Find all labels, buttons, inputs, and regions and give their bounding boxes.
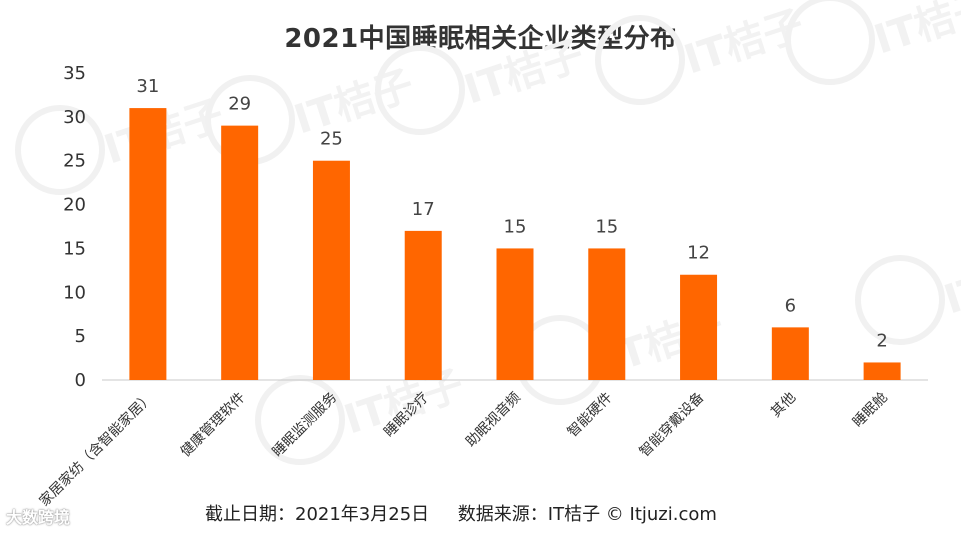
watermark-circle xyxy=(255,375,345,465)
x-tick-label: 其他 xyxy=(768,390,799,421)
data-label: 2 xyxy=(876,330,887,351)
watermark-circle xyxy=(595,15,685,105)
y-tick-label: 20 xyxy=(63,195,86,216)
y-tick-label: 10 xyxy=(63,282,86,303)
data-labels: 31 29 25 17 15 15 12 6 2 xyxy=(136,76,887,351)
watermark-circle xyxy=(375,45,465,135)
y-tick-label: 15 xyxy=(63,238,86,259)
x-tick-label: 家居家纺（含智能家居） xyxy=(36,389,157,510)
x-tick-label: 睡眠舱 xyxy=(850,390,891,431)
data-label: 15 xyxy=(504,216,527,237)
source-footer: 截止日期：2021年3月25日 数据来源：IT桔子 © Itjuzi.com xyxy=(205,504,717,525)
y-axis-ticks: 0 5 10 15 20 25 30 35 xyxy=(63,63,86,391)
bar xyxy=(863,362,901,380)
bar xyxy=(771,327,809,380)
watermark-text: IT桔子 xyxy=(289,62,419,144)
bar xyxy=(404,230,442,380)
data-label: 31 xyxy=(136,76,159,97)
x-tick-label: 智能穿戴设备 xyxy=(636,389,707,460)
bar xyxy=(496,248,534,380)
data-label: 6 xyxy=(785,295,796,316)
y-tick-label: 35 xyxy=(63,63,86,84)
bar xyxy=(129,108,167,380)
watermark-circle xyxy=(15,105,105,195)
y-tick-label: 30 xyxy=(63,107,86,128)
watermark-text: IT桔子 xyxy=(339,362,469,444)
bar xyxy=(680,274,718,380)
data-label: 29 xyxy=(228,94,251,115)
y-tick-label: 0 xyxy=(75,370,86,391)
y-tick-label: 5 xyxy=(75,326,86,347)
watermark-text: IT桔子 xyxy=(869,0,961,64)
y-tick-label: 25 xyxy=(63,151,86,172)
x-tick-label: 助眠视音频 xyxy=(462,389,524,451)
watermark-circle xyxy=(855,255,945,345)
data-label: 17 xyxy=(412,199,435,220)
bars xyxy=(129,108,901,380)
watermark-circle xyxy=(785,0,875,85)
bar xyxy=(221,125,259,380)
x-tick-label: 健康管理软件 xyxy=(177,389,248,460)
data-label: 25 xyxy=(320,129,343,150)
data-label: 15 xyxy=(595,216,618,237)
bar xyxy=(588,248,626,380)
data-label: 12 xyxy=(687,243,710,264)
bar xyxy=(312,160,350,380)
corner-logo: 大数跨境 xyxy=(6,508,71,527)
watermark-text: IT桔子 xyxy=(459,32,589,114)
